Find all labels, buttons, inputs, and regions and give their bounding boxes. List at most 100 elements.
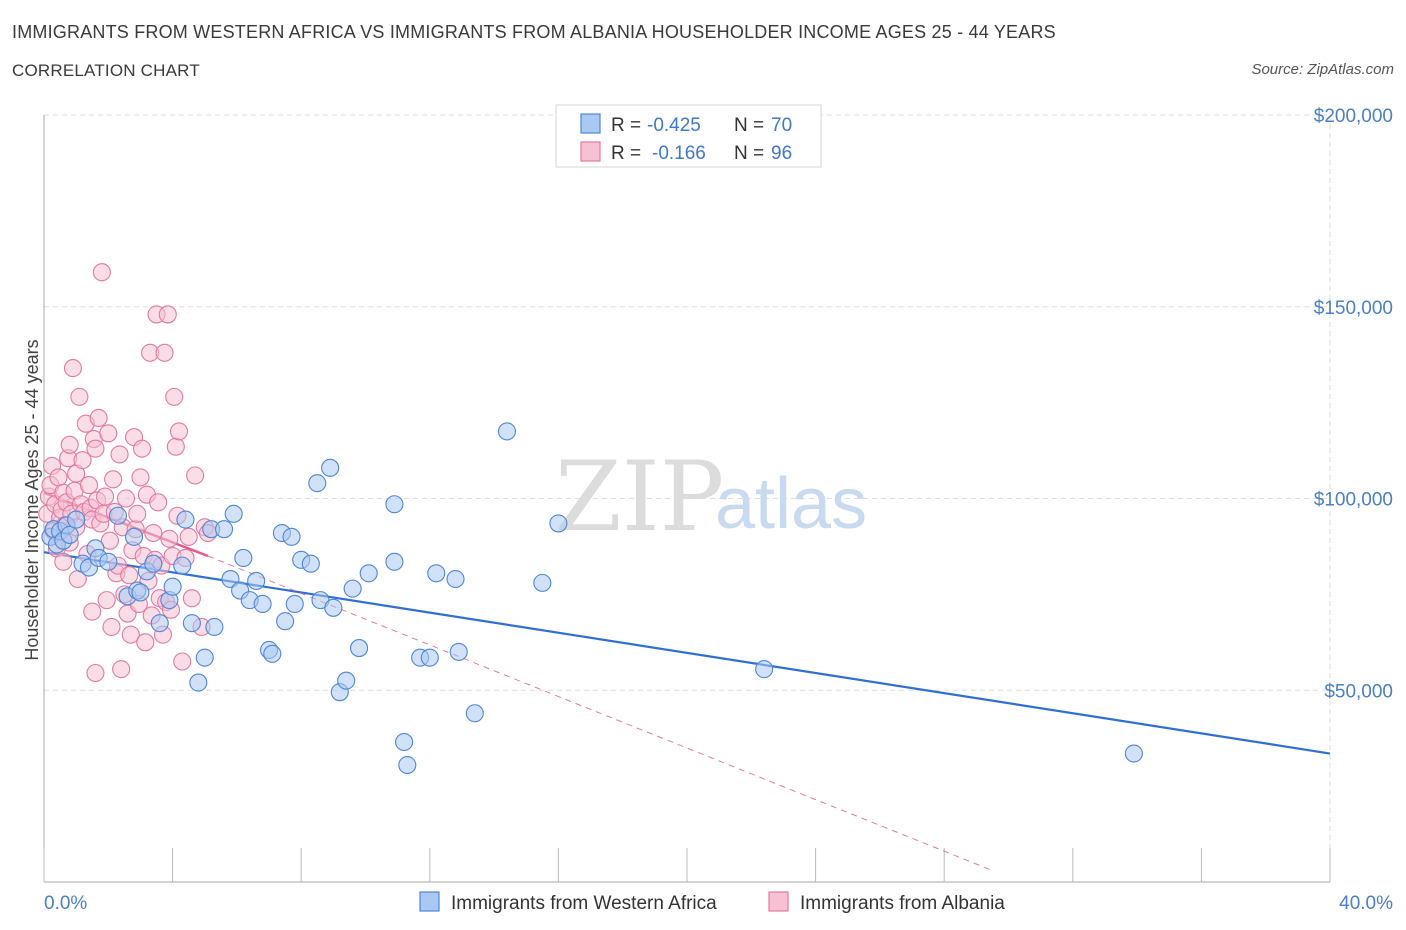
- point-western-africa: [150, 614, 169, 633]
- point-albania: [100, 531, 119, 550]
- point-albania: [166, 437, 185, 456]
- point-albania: [63, 359, 82, 378]
- point-western-africa: [282, 527, 301, 546]
- point-western-africa: [253, 594, 272, 614]
- point-western-africa: [131, 583, 150, 602]
- x-tick-labels: 0.0% 40.0%: [44, 893, 1393, 914]
- stats-n-label: N =: [734, 115, 764, 136]
- legend-swatch-albania: [768, 891, 789, 912]
- point-albania: [60, 435, 79, 454]
- point-western-africa: [195, 648, 214, 667]
- point-albania: [149, 493, 168, 512]
- point-albania: [186, 466, 205, 485]
- point-albania: [169, 422, 189, 441]
- legend-swatch-western-africa: [419, 891, 440, 912]
- point-albania: [116, 489, 136, 508]
- stats-r-label: R =: [611, 115, 641, 136]
- point-albania: [131, 468, 150, 487]
- point-albania: [136, 633, 155, 652]
- point-western-africa: [60, 525, 79, 544]
- point-albania: [112, 660, 131, 679]
- point-western-africa: [176, 510, 195, 529]
- point-albania: [128, 504, 147, 523]
- point-western-africa: [465, 704, 484, 723]
- point-albania: [54, 552, 73, 571]
- chart-title: IMMIGRANTS FROM WESTERN AFRICA VS IMMIGR…: [12, 22, 1056, 42]
- watermark-atlas: atlas: [715, 464, 867, 544]
- point-albania: [110, 445, 129, 464]
- point-albania: [86, 439, 105, 458]
- point-western-africa: [263, 644, 282, 663]
- stats-legend: R = -0.425 N = 70 R = -0.166 N = 96: [555, 104, 822, 168]
- stats-r-label: R =: [611, 143, 641, 164]
- point-western-africa: [533, 573, 552, 592]
- point-albania: [173, 652, 192, 671]
- point-western-africa: [398, 755, 417, 775]
- point-western-africa: [449, 642, 468, 661]
- chart-subtitle: CORRELATION CHART: [12, 61, 200, 80]
- y-tick-labels: $50,000 $100,000 $150,000 $200,000: [1314, 106, 1393, 702]
- point-albania: [133, 439, 152, 458]
- y-axis-label: Householder Income Ages 25 - 44 years: [22, 339, 42, 660]
- point-albania: [73, 451, 92, 470]
- point-western-africa: [124, 527, 144, 546]
- data-points: [38, 263, 1143, 775]
- point-western-africa: [276, 612, 295, 631]
- series-legend: Immigrants from Western Africa Immigrant…: [419, 891, 1005, 914]
- point-albania: [179, 527, 198, 546]
- point-western-africa: [163, 577, 182, 596]
- point-western-africa: [395, 732, 414, 752]
- point-western-africa: [108, 506, 127, 525]
- point-albania: [155, 343, 174, 362]
- legend-label-western-africa: Immigrants from Western Africa: [451, 893, 717, 914]
- point-albania: [182, 589, 201, 608]
- point-western-africa: [497, 422, 517, 441]
- point-western-africa: [755, 660, 774, 679]
- point-albania: [121, 625, 140, 644]
- point-western-africa: [99, 552, 118, 571]
- point-western-africa: [359, 564, 378, 583]
- point-albania: [160, 529, 179, 548]
- point-western-africa: [350, 639, 369, 658]
- point-albania: [70, 387, 89, 406]
- x-tick-label-max: 40.0%: [1339, 893, 1393, 914]
- stats-n-value: 96: [771, 143, 792, 164]
- point-albania: [49, 468, 68, 487]
- point-western-africa: [301, 554, 320, 573]
- y-tick-label: $100,000: [1314, 490, 1393, 511]
- point-western-africa: [224, 504, 243, 523]
- point-albania: [144, 523, 163, 543]
- point-western-africa: [189, 673, 208, 692]
- point-western-africa: [427, 564, 446, 583]
- stats-swatch-pink: [580, 141, 601, 162]
- stats-r-value: -0.425: [647, 115, 701, 136]
- y-tick-label: $200,000: [1314, 106, 1393, 127]
- point-western-africa: [144, 554, 163, 573]
- point-western-africa: [549, 514, 568, 533]
- point-albania: [97, 591, 116, 610]
- stats-n-label: N =: [734, 143, 764, 164]
- y-tick-label: $150,000: [1314, 298, 1393, 319]
- watermark: ZIP atlas: [555, 441, 867, 553]
- point-western-africa: [337, 671, 356, 690]
- point-albania: [79, 476, 99, 495]
- point-albania: [120, 566, 139, 585]
- point-albania: [99, 424, 118, 443]
- point-albania: [83, 602, 102, 621]
- point-western-africa: [182, 614, 201, 633]
- point-albania: [89, 408, 108, 428]
- point-western-africa: [1124, 744, 1143, 763]
- stats-n-value: 70: [771, 115, 792, 136]
- point-western-africa: [285, 594, 304, 614]
- point-western-africa: [385, 495, 404, 514]
- point-albania: [96, 487, 115, 506]
- point-western-africa: [420, 648, 439, 667]
- point-western-africa: [324, 598, 343, 617]
- point-western-africa: [247, 571, 266, 591]
- point-western-africa: [446, 569, 465, 589]
- stats-r-value: -0.166: [652, 143, 706, 164]
- point-albania: [104, 470, 123, 489]
- point-western-africa: [343, 579, 362, 598]
- source-label: Source: ZipAtlas.com: [1251, 61, 1394, 78]
- point-western-africa: [205, 617, 224, 637]
